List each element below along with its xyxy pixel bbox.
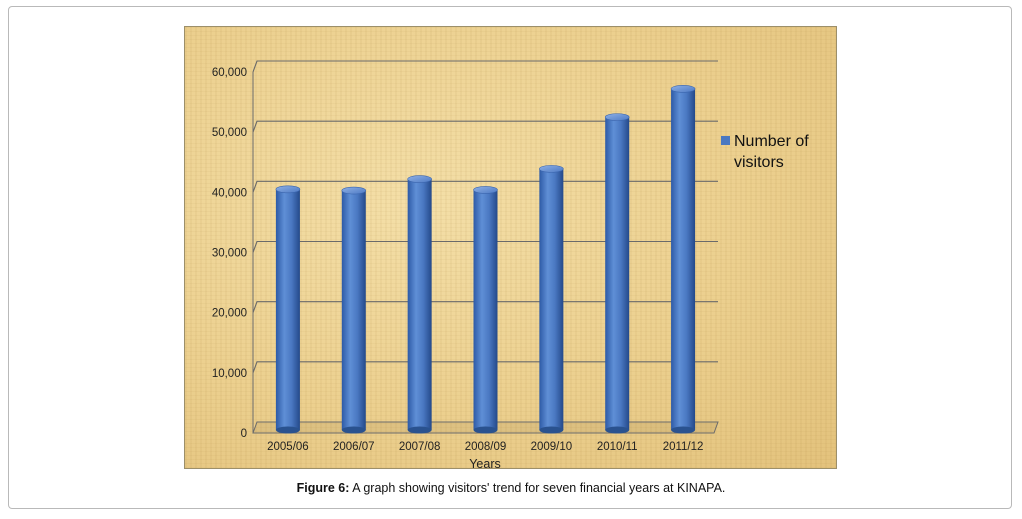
- legend-label: Number of: [734, 133, 809, 150]
- bar: [275, 185, 301, 434]
- bar-base: [473, 426, 498, 434]
- y-tick-label: 20,000: [212, 308, 247, 320]
- bar-cap: [539, 165, 564, 173]
- gridline: [252, 361, 718, 374]
- x-tick-label: 2006/07: [333, 441, 375, 453]
- bar-base: [539, 426, 564, 434]
- bar-cap: [341, 186, 367, 195]
- y-tick-label: 40,000: [212, 187, 247, 199]
- y-tick-label: 10,000: [212, 368, 247, 380]
- bar: [604, 113, 630, 434]
- bar-cap: [670, 85, 696, 93]
- bar-body: [341, 190, 366, 430]
- bar-cap: [604, 113, 630, 121]
- bar-body: [539, 168, 564, 430]
- bar-cap: [407, 175, 432, 183]
- gridline: [252, 301, 718, 313]
- legend: Number of visitors: [721, 133, 809, 171]
- figure-caption: Figure 6: A graph showing visitors' tren…: [0, 481, 1022, 495]
- bar-base: [341, 426, 366, 434]
- bar-base: [671, 426, 696, 434]
- x-tick-label: 2005/06: [267, 441, 309, 453]
- y-tick-label: 30,000: [212, 248, 247, 260]
- gridline: [252, 60, 718, 73]
- x-axis-title: Years: [469, 457, 501, 470]
- bar-body: [275, 189, 300, 430]
- x-tick-label: 2008/09: [465, 441, 507, 453]
- bar-base: [407, 426, 432, 434]
- gridline: [252, 240, 718, 253]
- bar-body: [473, 189, 498, 430]
- y-tick-label: 60,000: [212, 67, 247, 79]
- x-tick-label: 2011/12: [663, 441, 704, 453]
- x-tick-label: 2007/08: [399, 441, 441, 453]
- x-tick-label: 2010/11: [597, 441, 638, 453]
- bar: [539, 165, 564, 434]
- bar: [341, 186, 367, 434]
- bar: [670, 85, 696, 434]
- bar: [407, 175, 432, 434]
- bar: [473, 186, 498, 434]
- bar-chart: 0 10,000 20,000 30,000 40,000 50,000 60,000 200…: [212, 60, 809, 471]
- gridline: [252, 180, 718, 193]
- x-tick-label: 2009/10: [531, 441, 573, 453]
- bar-base: [605, 426, 630, 434]
- bar-body: [407, 179, 432, 430]
- bar-cap: [275, 185, 301, 194]
- bar-body: [671, 88, 696, 430]
- legend-label-line2: visitors: [734, 154, 784, 171]
- chart-area: 0 10,000 20,000 30,000 40,000 50,000 60,000 200…: [184, 26, 837, 471]
- caption-label: Figure 6:: [296, 481, 350, 495]
- gridline: [252, 120, 718, 133]
- legend-swatch: [721, 136, 730, 145]
- y-tick-label: 0: [241, 428, 247, 440]
- y-tick-label: 50,000: [212, 127, 247, 139]
- bar-cap: [473, 186, 498, 194]
- bar-body: [605, 117, 630, 430]
- bar-base: [275, 426, 300, 434]
- caption-text: A graph showing visitors' trend for seve…: [349, 481, 726, 495]
